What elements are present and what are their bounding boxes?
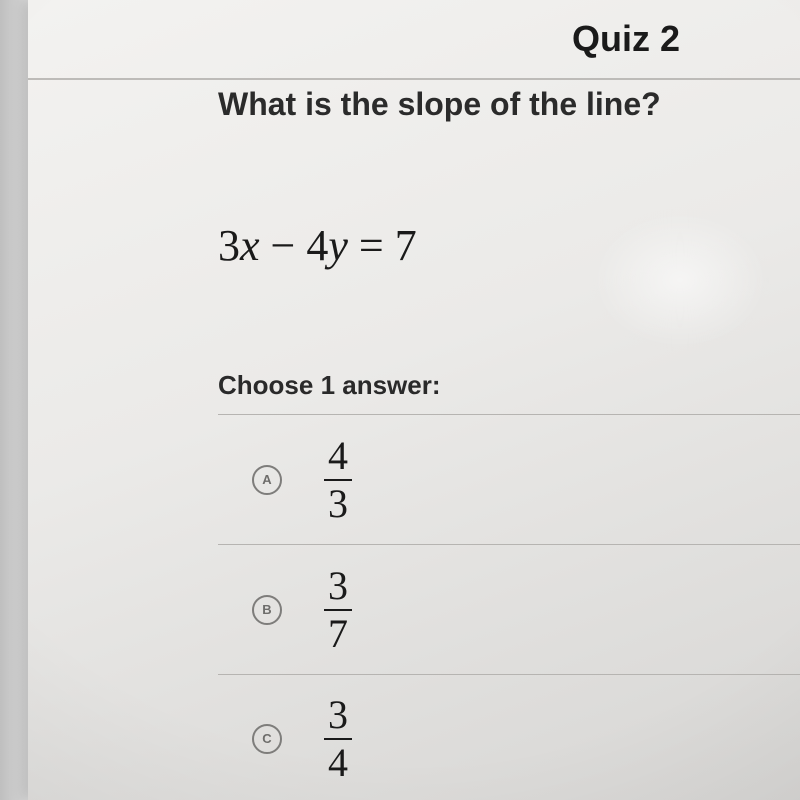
answer-option-c[interactable]: C 3 4 bbox=[218, 674, 800, 800]
radio-letter-c[interactable]: C bbox=[252, 724, 282, 754]
screen-edge bbox=[0, 0, 28, 800]
fraction-c: 3 4 bbox=[324, 694, 352, 784]
answer-option-b[interactable]: B 3 7 bbox=[218, 544, 800, 674]
fraction-c-num: 3 bbox=[324, 694, 352, 738]
equation-var2: y bbox=[328, 221, 348, 270]
question-text: What is the slope of the line? bbox=[218, 86, 661, 123]
answer-option-a[interactable]: A 4 3 bbox=[218, 414, 800, 544]
quiz-page: Quiz 2 What is the slope of the line? 3x… bbox=[28, 0, 800, 800]
screen-glare bbox=[590, 210, 770, 350]
fraction-a: 4 3 bbox=[324, 435, 352, 525]
header-divider bbox=[28, 78, 800, 80]
equation-op: − bbox=[271, 221, 296, 270]
fraction-b-den: 7 bbox=[324, 609, 352, 655]
radio-letter-b[interactable]: B bbox=[252, 595, 282, 625]
equation-coef2: 4 bbox=[306, 221, 328, 270]
radio-letter-a[interactable]: A bbox=[252, 465, 282, 495]
fraction-b-num: 3 bbox=[324, 565, 352, 609]
equation-eq: = bbox=[359, 221, 384, 270]
fraction-a-num: 4 bbox=[324, 435, 352, 479]
equation-rhs: 7 bbox=[395, 221, 417, 270]
equation-var1: x bbox=[240, 221, 260, 270]
answer-list: A 4 3 B 3 7 C 3 4 bbox=[218, 414, 800, 800]
fraction-c-den: 4 bbox=[324, 738, 352, 784]
fraction-a-den: 3 bbox=[324, 479, 352, 525]
fraction-b: 3 7 bbox=[324, 565, 352, 655]
quiz-title: Quiz 2 bbox=[572, 18, 680, 60]
equation: 3x − 4y = 7 bbox=[218, 220, 417, 271]
choose-prompt: Choose 1 answer: bbox=[218, 370, 441, 401]
equation-coef1: 3 bbox=[218, 221, 240, 270]
